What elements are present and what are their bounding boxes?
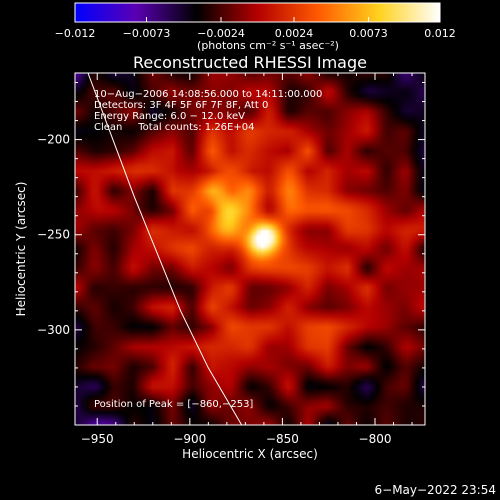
x-tick-label: −800 bbox=[359, 432, 392, 446]
axis-ticks: −950 −900 −850 −800 −200 −250 −300 bbox=[37, 73, 425, 446]
colorbar-tick-label: −0.0024 bbox=[197, 27, 245, 40]
colorbar-tick-label: 0.0024 bbox=[275, 27, 314, 40]
heatmap-image bbox=[75, 73, 425, 425]
colorbar-tick-label: 0.0073 bbox=[349, 27, 388, 40]
colorbar bbox=[74, 2, 441, 23]
y-tick-label: −300 bbox=[37, 323, 70, 337]
x-axis-label: Heliocentric X (arcsec) bbox=[182, 447, 318, 461]
colorbar-unit-label: (photons cm⁻² s⁻¹ asec⁻²) bbox=[197, 39, 339, 52]
peak-position-label: Position of Peak = [−860,−253] bbox=[94, 399, 253, 410]
y-tick-label: −250 bbox=[37, 228, 70, 242]
chart-title: Reconstructed RHESSI Image bbox=[133, 53, 367, 72]
colorbar-tick-label: −0.0073 bbox=[123, 27, 171, 40]
colorbar-tick-label: −0.012 bbox=[55, 27, 96, 40]
y-axis-label: Heliocentric Y (arcsec) bbox=[14, 182, 28, 317]
y-tick-label: −200 bbox=[37, 133, 70, 147]
timestamp: 6−May−2022 23:54 bbox=[375, 483, 497, 497]
solar-limb-curve bbox=[87, 73, 243, 425]
info-line-energy: Energy Range: 6.0 − 12.0 keV bbox=[94, 111, 245, 122]
x-tick-label: −900 bbox=[173, 432, 206, 446]
colorbar-ticks: −0.012 −0.0073 −0.0024 0.0024 0.0073 0.012 bbox=[55, 17, 456, 40]
x-tick-label: −950 bbox=[81, 432, 114, 446]
plot-frame bbox=[74, 72, 426, 426]
info-line-detectors: Detectors: 3F 4F 5F 6F 7F 8F, Att 0 bbox=[94, 100, 268, 111]
x-tick-label: −850 bbox=[266, 432, 299, 446]
info-line-clean: Clean Total counts: 1.26E+04 bbox=[94, 122, 254, 133]
colorbar-tick-label: 0.012 bbox=[424, 27, 456, 40]
info-line-time: 10−Aug−2006 14:08:56.000 to 14:11:00.000 bbox=[94, 89, 322, 100]
